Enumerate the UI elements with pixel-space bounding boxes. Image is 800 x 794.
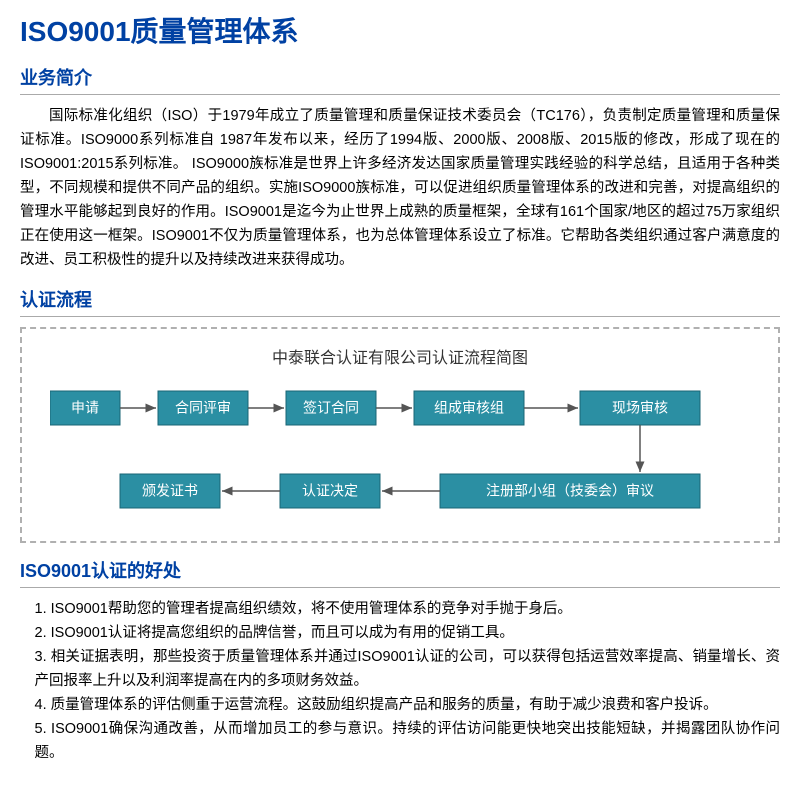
flowchart-title: 中泰联合认证有限公司认证流程简图 xyxy=(42,344,758,368)
flow-node-team: 组成审核组 xyxy=(414,391,524,425)
svg-text:注册部小组（技委会）审议: 注册部小组（技委会）审议 xyxy=(486,483,654,499)
flowchart-container: 中泰联合认证有限公司认证流程简图 申请 合同评审 签订合同 组成审核组 现场审核 xyxy=(20,327,780,543)
flow-node-audit: 现场审核 xyxy=(580,391,700,425)
flowchart-svg: 申请 合同评审 签订合同 组成审核组 现场审核 注册部小组（技委会）审议 认证决… xyxy=(50,386,750,516)
benefit-item: 2. ISO9001认证将提高您组织的品牌信誉，而且可以成为有用的促销工具。 xyxy=(20,622,780,646)
flow-node-cert: 颁发证书 xyxy=(120,474,220,508)
flow-node-decision: 认证决定 xyxy=(280,474,380,508)
flow-node-review: 合同评审 xyxy=(158,391,248,425)
benefit-item: 5. ISO9001确保沟通改善，从而增加员工的参与意识。持续的评估访问能更快地… xyxy=(20,718,780,766)
benefit-item: 1. ISO9001帮助您的管理者提高组织绩效，将不使用管理体系的竞争对手抛于身… xyxy=(20,598,780,622)
svg-text:认证决定: 认证决定 xyxy=(302,483,358,499)
svg-text:现场审核: 现场审核 xyxy=(612,400,668,416)
page-title: ISO9001质量管理体系 xyxy=(20,10,780,50)
svg-text:签订合同: 签订合同 xyxy=(303,400,359,416)
svg-text:申请: 申请 xyxy=(71,400,99,416)
benefits-heading: ISO9001认证的好处 xyxy=(20,557,780,588)
svg-text:组成审核组: 组成审核组 xyxy=(434,400,504,416)
process-heading: 认证流程 xyxy=(20,286,780,317)
intro-heading: 业务简介 xyxy=(20,64,780,95)
svg-text:颁发证书: 颁发证书 xyxy=(142,483,198,499)
flow-node-apply: 申请 xyxy=(50,391,120,425)
flow-node-sign: 签订合同 xyxy=(286,391,376,425)
intro-text: 国际标准化组织（ISO）于1979年成立了质量管理和质量保证技术委员会（TC17… xyxy=(20,105,780,272)
benefit-item: 4. 质量管理体系的评估侧重于运营流程。这鼓励组织提高产品和服务的质量，有助于减… xyxy=(20,694,780,718)
svg-text:合同评审: 合同评审 xyxy=(175,400,231,416)
flow-node-register: 注册部小组（技委会）审议 xyxy=(440,474,700,508)
benefit-item: 3. 相关证据表明，那些投资于质量管理体系并通过ISO9001认证的公司，可以获… xyxy=(20,646,780,694)
